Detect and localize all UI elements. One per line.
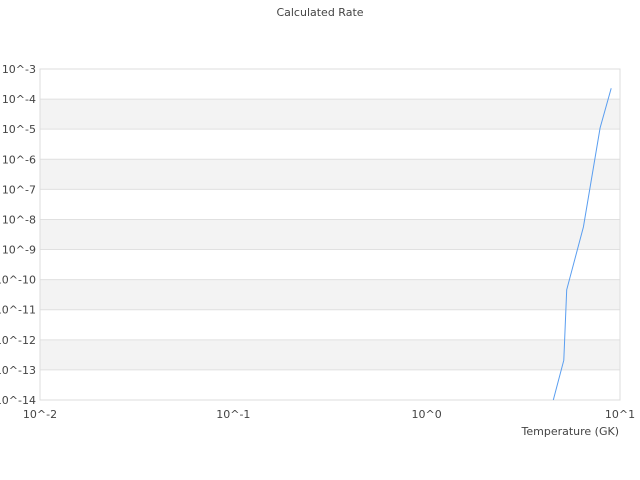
- y-tick-label: 10^-9: [2, 244, 36, 257]
- y-axis-ticks: 10^-3 10^-4 10^-5 10^-6 10^-7 10^-8 10^-9 10^-1…: [0, 63, 36, 407]
- y-tick-label: 10^-13: [0, 364, 36, 377]
- y-tick-label: 10^-8: [2, 213, 36, 226]
- x-tick-label: 10^-2: [23, 408, 57, 421]
- y-tick-label: 10^-5: [2, 123, 36, 136]
- y-tick-label: 10^-6: [2, 153, 36, 166]
- band: [40, 99, 620, 130]
- series-line: [552, 88, 612, 401]
- band: [40, 159, 620, 190]
- y-tick-label: 10^-12: [0, 334, 36, 347]
- y-tick-label: 10^-14: [0, 394, 36, 407]
- plot-frame: [39, 68, 621, 401]
- chart-title: Calculated Rate: [276, 6, 363, 19]
- y-tick-label: 10^-11: [0, 304, 36, 317]
- band: [40, 219, 620, 250]
- x-axis-label: Temperature (GK): [521, 425, 620, 438]
- x-tick-label: 10^1: [605, 408, 635, 421]
- band: [40, 339, 620, 370]
- y-tick-label: 10^-3: [2, 63, 36, 76]
- x-tick-label: 10^0: [412, 408, 442, 421]
- plot-bands: [40, 99, 620, 370]
- x-axis-ticks: 10^-2 10^-1 10^0 10^1: [23, 408, 635, 421]
- y-tick-label: 10^-4: [2, 93, 36, 106]
- band: [40, 279, 620, 310]
- x-tick-label: 10^-1: [216, 408, 250, 421]
- y-tick-label: 10^-10: [0, 274, 36, 287]
- y-tick-label: 10^-7: [2, 183, 36, 196]
